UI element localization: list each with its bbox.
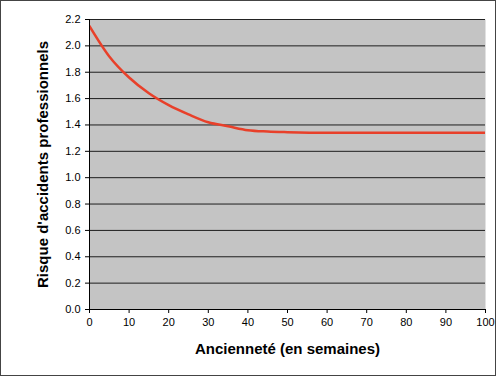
svg-text:0.0: 0.0 xyxy=(65,303,80,315)
svg-text:1.6: 1.6 xyxy=(65,92,80,104)
svg-text:0.8: 0.8 xyxy=(65,198,80,210)
svg-text:70: 70 xyxy=(361,316,373,328)
svg-text:1.4: 1.4 xyxy=(65,118,80,130)
svg-text:1.2: 1.2 xyxy=(65,145,80,157)
svg-text:100: 100 xyxy=(476,316,494,328)
svg-text:80: 80 xyxy=(400,316,412,328)
svg-text:40: 40 xyxy=(242,316,254,328)
svg-text:50: 50 xyxy=(281,316,293,328)
svg-text:30: 30 xyxy=(202,316,214,328)
svg-text:Risque d'accidents professionn: Risque d'accidents professionnels xyxy=(34,41,51,288)
svg-text:1.8: 1.8 xyxy=(65,66,80,78)
svg-text:0: 0 xyxy=(86,316,92,328)
svg-text:90: 90 xyxy=(440,316,452,328)
svg-text:1.0: 1.0 xyxy=(65,171,80,183)
svg-text:20: 20 xyxy=(163,316,175,328)
svg-text:0.6: 0.6 xyxy=(65,224,80,236)
svg-text:2.0: 2.0 xyxy=(65,39,80,51)
svg-text:0.2: 0.2 xyxy=(65,277,80,289)
svg-text:2.2: 2.2 xyxy=(65,13,80,25)
svg-text:0.4: 0.4 xyxy=(65,250,80,262)
svg-text:10: 10 xyxy=(123,316,135,328)
svg-text:60: 60 xyxy=(321,316,333,328)
svg-text:Ancienneté (en semaines): Ancienneté (en semaines) xyxy=(195,340,380,357)
